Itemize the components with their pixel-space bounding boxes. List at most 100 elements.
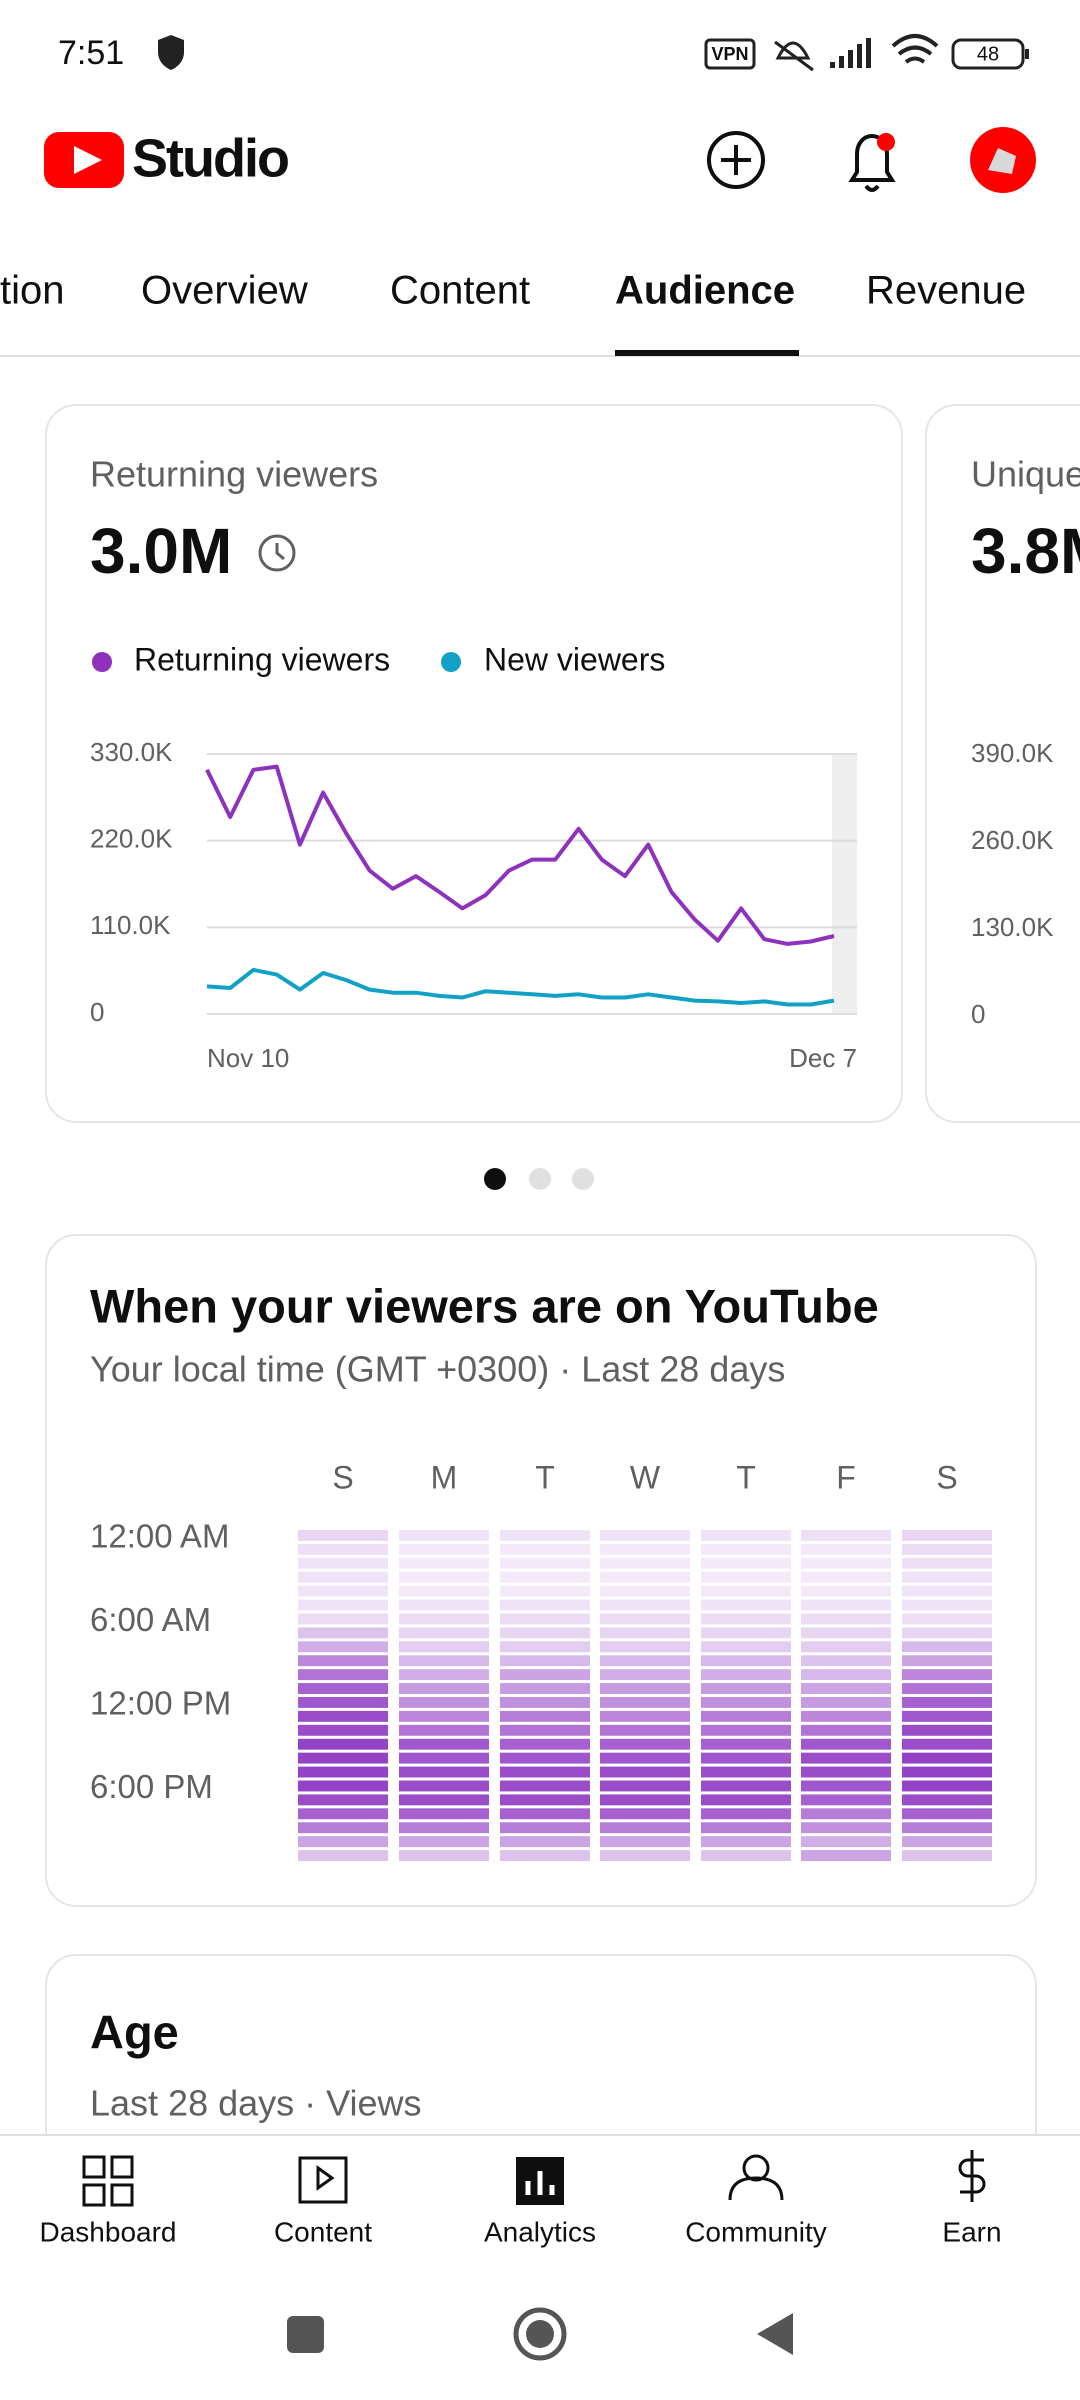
card-subtitle: Last 28 days · Views (90, 2083, 422, 2124)
heat-cell (600, 1724, 690, 1736)
back-button[interactable] (757, 2313, 793, 2355)
heat-cell (500, 1530, 590, 1541)
clock-icon (258, 534, 296, 572)
heat-cell (600, 1543, 690, 1555)
heat-cell (902, 1836, 992, 1848)
day-label: W (630, 1459, 661, 1495)
heat-cell (902, 1599, 992, 1611)
heat-cell (600, 1669, 690, 1681)
heat-cell (701, 1836, 791, 1848)
heat-cell (500, 1543, 590, 1555)
heat-cell (902, 1543, 992, 1555)
tab[interactable]: Overview (141, 269, 308, 313)
heat-cell (701, 1710, 791, 1722)
pager-dot[interactable] (484, 1168, 506, 1190)
heat-cell (399, 1641, 489, 1653)
heat-cell (600, 1571, 690, 1583)
tab[interactable]: Revenue (866, 269, 1026, 313)
tab[interactable]: Content (390, 269, 530, 313)
home-button[interactable] (513, 2307, 567, 2361)
legend-dot (441, 652, 461, 672)
heat-cell (500, 1808, 590, 1820)
vpn-box (704, 38, 756, 70)
day-label: S (936, 1459, 957, 1495)
heat-cell (902, 1808, 992, 1820)
series-line (205, 764, 835, 946)
y-tick-label: 220.0K (90, 824, 173, 854)
heat-cell (600, 1738, 690, 1750)
nav-label[interactable]: Community (685, 2216, 827, 2247)
heat-cell (902, 1683, 992, 1694)
returning-card[interactable] (45, 404, 903, 1123)
heat-cell (701, 1752, 791, 1764)
heat-cell (902, 1655, 992, 1667)
tab-bar: tion Overview Content Audience Revenue (0, 269, 1026, 313)
pager-dot[interactable] (529, 1168, 551, 1190)
pager-dot[interactable] (572, 1168, 594, 1190)
heat-cell (399, 1822, 489, 1834)
card-title: Age (90, 2005, 179, 2058)
time-label: 12:00 AM (90, 1518, 229, 1555)
heat-cell (600, 1822, 690, 1834)
heat-cell (600, 1655, 690, 1667)
heat-cell (801, 1710, 891, 1722)
heat-cell (801, 1543, 891, 1555)
heat-cell (902, 1613, 992, 1625)
y-tick-label: 110.0K (90, 910, 171, 940)
nav-label[interactable]: Earn (942, 2216, 1001, 2247)
selection-band (832, 754, 857, 1014)
create-plus (721, 145, 751, 175)
heat-cell (298, 1599, 388, 1611)
avatar-image (988, 148, 1016, 174)
heat-cell (500, 1655, 590, 1667)
heat-cell (801, 1669, 891, 1681)
nav-label[interactable]: Content (274, 2216, 372, 2247)
create-button[interactable] (707, 131, 765, 189)
heat-cell (801, 1738, 891, 1750)
heat-cell (399, 1683, 489, 1694)
notifications-button[interactable] (848, 133, 896, 192)
legend-dot (92, 652, 112, 672)
heat-cell (701, 1766, 791, 1778)
heat-cell (500, 1850, 590, 1861)
heat-cell (500, 1557, 590, 1569)
heat-cell (399, 1752, 489, 1764)
heat-cell (701, 1530, 791, 1541)
heat-cell (701, 1683, 791, 1694)
heat-cell (801, 1641, 891, 1653)
heat-cell (801, 1683, 891, 1694)
heat-cell (801, 1794, 891, 1806)
nav-label[interactable]: Dashboard (40, 2216, 177, 2247)
tab[interactable]: tion (0, 269, 65, 313)
heat-cell (801, 1808, 891, 1820)
heat-cell (902, 1557, 992, 1569)
heat-cell (801, 1752, 891, 1764)
unique-card[interactable] (925, 404, 1080, 1123)
day-label: F (836, 1459, 856, 1495)
recents-button[interactable] (287, 2316, 324, 2353)
heat-cell (298, 1530, 388, 1541)
heat-cell (701, 1724, 791, 1736)
heat-cell (500, 1669, 590, 1681)
heat-cell (399, 1738, 489, 1750)
tab[interactable]: Audience (615, 269, 795, 313)
heat-cell (902, 1669, 992, 1681)
heat-cell (801, 1655, 891, 1667)
nav-label[interactable]: Analytics (484, 2216, 596, 2247)
y-tick-label: 390.0K (971, 738, 1054, 768)
heat-cell (600, 1683, 690, 1694)
heat-cell (399, 1585, 489, 1597)
heat-cell (298, 1557, 388, 1569)
heat-cell (600, 1752, 690, 1764)
heat-cell (701, 1585, 791, 1597)
heat-cell (701, 1850, 791, 1861)
heat-cell (298, 1724, 388, 1736)
heat-cell (801, 1613, 891, 1625)
card-title: Unique (971, 454, 1080, 495)
heat-cell (500, 1641, 590, 1653)
heat-cell (902, 1530, 992, 1541)
heat-cell (298, 1780, 388, 1792)
heat-cell (399, 1710, 489, 1722)
app-title: Studio (132, 128, 288, 188)
status-time: 7:51 (58, 34, 124, 72)
